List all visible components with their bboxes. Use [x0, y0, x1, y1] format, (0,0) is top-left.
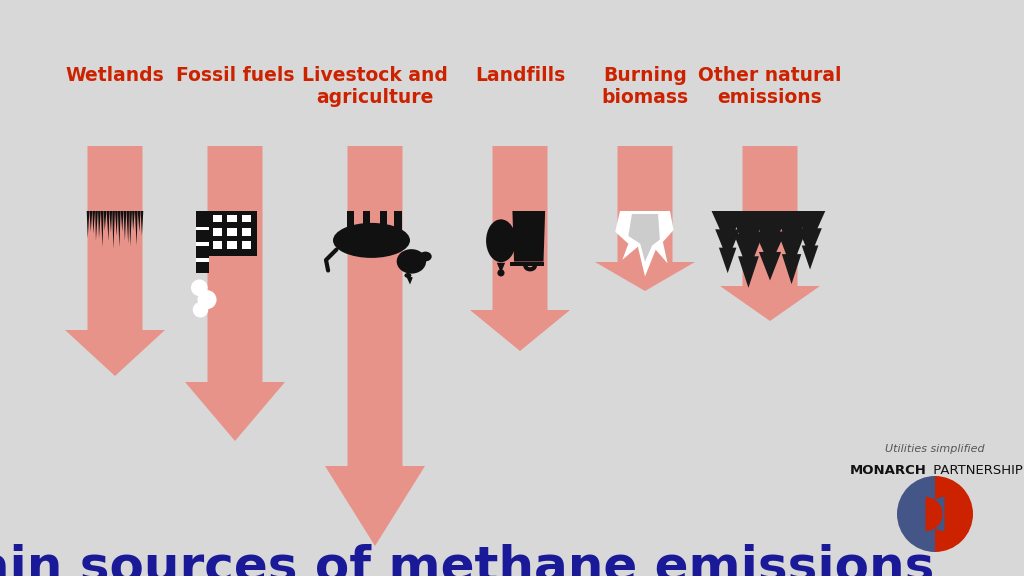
Text: PARTNERSHIP: PARTNERSHIP: [929, 464, 1023, 477]
Wedge shape: [928, 497, 944, 531]
Bar: [213, 241, 222, 249]
Text: Wetlands: Wetlands: [66, 66, 165, 85]
Text: Fossil fuels: Fossil fuels: [176, 66, 294, 85]
Ellipse shape: [404, 273, 412, 278]
Polygon shape: [720, 146, 820, 321]
Polygon shape: [755, 232, 785, 266]
Polygon shape: [138, 211, 140, 232]
Polygon shape: [118, 211, 121, 248]
Text: Utilities simplified: Utilities simplified: [885, 444, 985, 454]
Text: Burning
biomass: Burning biomass: [601, 66, 688, 107]
Polygon shape: [802, 245, 818, 270]
Polygon shape: [759, 252, 781, 281]
Text: Landfills: Landfills: [475, 66, 565, 85]
Polygon shape: [113, 211, 115, 249]
Polygon shape: [406, 275, 413, 285]
Circle shape: [190, 279, 208, 296]
Polygon shape: [89, 211, 92, 232]
Bar: [196, 226, 209, 230]
Polygon shape: [135, 211, 137, 245]
Text: MONARCH: MONARCH: [850, 464, 927, 477]
Bar: [227, 215, 237, 222]
Polygon shape: [185, 146, 285, 441]
Text: Livestock and
agriculture: Livestock and agriculture: [302, 66, 447, 107]
Circle shape: [193, 302, 208, 317]
Bar: [207, 211, 257, 256]
Polygon shape: [512, 211, 545, 262]
Ellipse shape: [333, 223, 410, 258]
Polygon shape: [719, 248, 736, 273]
Bar: [242, 241, 251, 249]
Bar: [227, 241, 237, 249]
Polygon shape: [132, 211, 135, 230]
Polygon shape: [101, 211, 103, 247]
Polygon shape: [799, 228, 822, 257]
Bar: [242, 215, 251, 222]
Polygon shape: [92, 211, 95, 234]
Wedge shape: [926, 497, 943, 531]
Polygon shape: [87, 211, 89, 238]
Polygon shape: [595, 146, 695, 291]
Wedge shape: [935, 476, 973, 552]
Bar: [213, 215, 222, 222]
Polygon shape: [98, 211, 100, 238]
Polygon shape: [729, 211, 768, 256]
Bar: [394, 211, 402, 230]
Polygon shape: [470, 146, 570, 351]
Bar: [196, 258, 209, 262]
Ellipse shape: [486, 219, 516, 262]
Polygon shape: [95, 211, 98, 241]
Polygon shape: [734, 234, 763, 272]
Ellipse shape: [419, 252, 432, 262]
Polygon shape: [615, 211, 674, 276]
Text: Main sources of methane emissions: Main sources of methane emissions: [0, 543, 934, 576]
Ellipse shape: [396, 249, 426, 274]
Circle shape: [198, 290, 216, 309]
Polygon shape: [497, 263, 505, 273]
Bar: [347, 211, 354, 230]
Polygon shape: [124, 211, 126, 241]
Polygon shape: [126, 211, 129, 244]
Bar: [242, 228, 251, 236]
Polygon shape: [629, 214, 659, 262]
Polygon shape: [738, 256, 759, 288]
Bar: [362, 211, 371, 230]
Bar: [380, 211, 387, 230]
Polygon shape: [65, 146, 165, 376]
Bar: [227, 228, 237, 236]
Polygon shape: [140, 211, 143, 236]
Wedge shape: [897, 476, 935, 552]
Polygon shape: [106, 211, 110, 241]
Polygon shape: [774, 211, 809, 253]
Polygon shape: [103, 211, 106, 231]
Polygon shape: [712, 211, 743, 247]
Polygon shape: [129, 211, 132, 247]
Polygon shape: [110, 211, 112, 233]
Polygon shape: [782, 254, 801, 284]
Bar: [196, 211, 209, 274]
Text: Other natural
emissions: Other natural emissions: [698, 66, 842, 107]
Bar: [207, 211, 225, 238]
Circle shape: [498, 270, 505, 276]
Polygon shape: [778, 233, 805, 269]
Polygon shape: [795, 211, 825, 245]
Bar: [213, 228, 222, 236]
Polygon shape: [750, 211, 791, 251]
Polygon shape: [715, 229, 740, 260]
Polygon shape: [121, 211, 124, 232]
Polygon shape: [115, 211, 118, 236]
Polygon shape: [325, 146, 425, 546]
Bar: [510, 262, 545, 266]
Bar: [196, 242, 209, 246]
